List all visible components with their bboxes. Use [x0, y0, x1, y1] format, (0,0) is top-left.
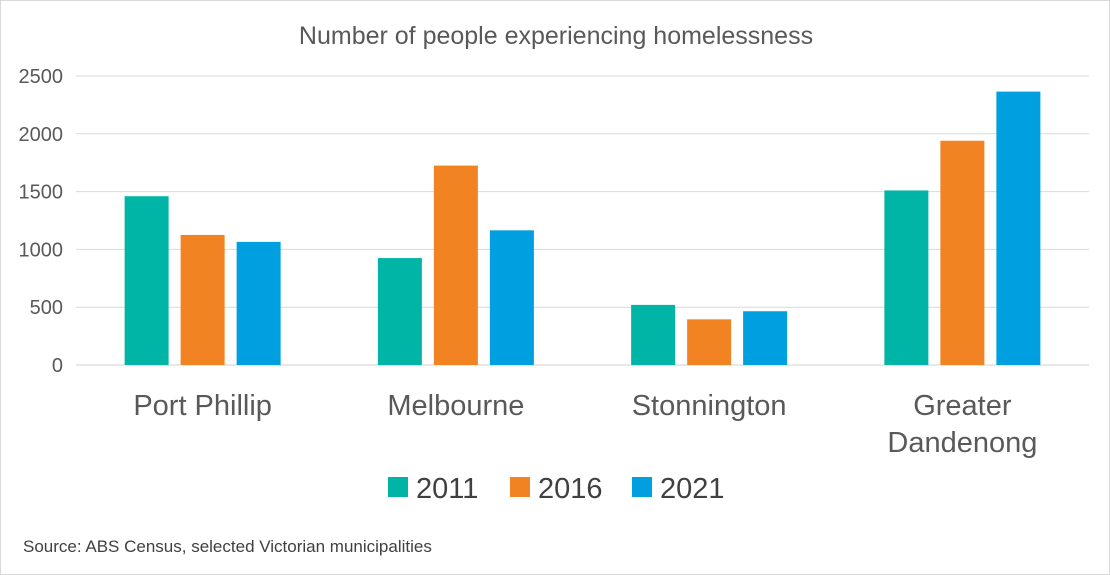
bar-2011-3: [884, 190, 929, 365]
y-tick-label: 1000: [19, 239, 64, 261]
y-tick-label: 0: [52, 355, 63, 377]
bar-2016-2: [687, 319, 732, 365]
x-tick-label: Melbourne: [387, 390, 524, 422]
y-tick-label: 2500: [19, 66, 64, 88]
x-tick-label-line: Dandenong: [887, 427, 1037, 459]
x-tick-label-line: Greater: [913, 390, 1012, 422]
y-axis-tick-labels: 0 500 1000 1500 2000 2500: [19, 66, 64, 377]
bar-2011-1: [377, 258, 422, 365]
source-note: Source: ABS Census, selected Victorian m…: [23, 537, 432, 556]
bar-2021-2: [743, 311, 788, 365]
y-tick-label: 500: [30, 297, 63, 319]
legend-label: 2021: [660, 473, 725, 505]
bars: [124, 91, 1041, 365]
gridlines: [76, 75, 1089, 366]
bar-2021-1: [489, 230, 534, 365]
bar-2021-0: [236, 241, 281, 365]
x-tick-label: Greater Dandenong: [887, 390, 1037, 459]
bar-2011-2: [631, 304, 676, 365]
legend-label: 2016: [538, 473, 603, 505]
legend-swatch-2011: [388, 477, 408, 497]
bar-2016-0: [180, 234, 225, 365]
y-tick-label: 2000: [19, 124, 64, 146]
x-tick-label-line: Stonnington: [632, 390, 787, 422]
x-axis-tick-labels: Port Phillip Melbourne Stonnington Greater D…: [133, 390, 1037, 459]
x-tick-label-line: Port Phillip: [133, 390, 272, 422]
y-tick-label: 1500: [19, 182, 64, 204]
legend-swatch-2016: [510, 477, 530, 497]
bar-2016-3: [940, 140, 985, 365]
legend: 2011 2016 2021: [388, 473, 725, 505]
bar-2011-0: [124, 196, 169, 365]
bar-2021-3: [996, 91, 1041, 365]
chart-title: Number of people experiencing homelessne…: [299, 22, 813, 50]
x-tick-label: Stonnington: [632, 390, 787, 422]
legend-label: 2011: [416, 473, 478, 505]
legend-swatch-2021: [632, 477, 652, 497]
x-tick-label: Port Phillip: [133, 390, 272, 422]
x-tick-label-line: Melbourne: [387, 390, 524, 422]
bar-2016-1: [433, 165, 478, 365]
